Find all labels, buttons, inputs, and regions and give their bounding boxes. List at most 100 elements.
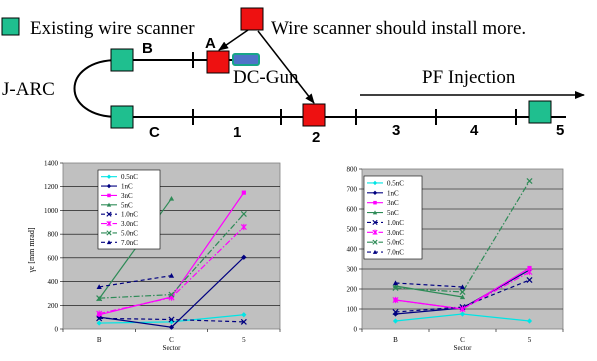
- data-point: [392, 318, 399, 324]
- label-sector-5: 5: [556, 122, 564, 139]
- y-tick-label: 0: [55, 326, 59, 334]
- data-point: [241, 254, 247, 260]
- chart-legend: [363, 175, 423, 260]
- x-tick-label: B: [97, 336, 102, 344]
- x-tick-label: 5: [528, 336, 532, 344]
- data-point: [372, 219, 378, 226]
- data-point: [168, 316, 175, 323]
- legend-entry-label: 0.5nC: [121, 173, 138, 181]
- existing-scanner-c: [110, 105, 134, 129]
- install-scanner-legend-label: Wire scanner should install more.: [271, 18, 526, 39]
- label-c: C: [149, 124, 160, 141]
- data-point: [372, 210, 378, 215]
- beamline-diagram: B A C J-ARC DC-Gun PF Injection 1 2 3 4 …: [2, 29, 585, 146]
- data-point: [240, 223, 247, 231]
- data-point: [526, 268, 533, 276]
- data-point: [392, 284, 399, 292]
- legend-entry-label: 5nC: [121, 201, 133, 209]
- label-a: A: [205, 35, 216, 52]
- pointer-arrow-to-2: [257, 30, 315, 104]
- data-point: [526, 177, 533, 185]
- data-point: [459, 294, 466, 300]
- label-b: B: [142, 40, 153, 57]
- top-legend: Existing wire scanner Wire scanner shoul…: [1, 7, 526, 39]
- legend-entry-label: 5.0nC: [121, 229, 138, 237]
- series-line: [99, 275, 172, 288]
- y-tick-label: 800: [347, 166, 358, 174]
- y-axis-label: γε [mm mrad]: [27, 227, 36, 273]
- data-point: [526, 276, 533, 284]
- data-point: [106, 174, 112, 179]
- data-point: [526, 318, 533, 324]
- data-point: [241, 190, 246, 195]
- x-tick-label: B: [393, 336, 398, 344]
- x-tick-label: 5: [242, 336, 246, 344]
- label-sector-4: 4: [470, 122, 479, 139]
- legend-entry-label: 5.0nC: [387, 239, 404, 247]
- series-line: [395, 271, 530, 310]
- label-dc-gun: DC-Gun: [233, 67, 299, 88]
- legend-entry-label: 1.0nC: [387, 219, 404, 227]
- data-point: [459, 288, 466, 296]
- data-point: [168, 319, 175, 325]
- data-point: [106, 211, 112, 217]
- series-line: [395, 279, 530, 313]
- label-j-arc: J-ARC: [2, 79, 55, 100]
- data-point: [106, 202, 112, 207]
- legend-entry-label: 1nC: [121, 183, 133, 191]
- j-arc-curve: [73, 59, 119, 118]
- data-point: [96, 295, 103, 302]
- data-point: [168, 273, 175, 278]
- data-point: [241, 312, 247, 318]
- legend-entry-label: 5nC: [387, 209, 399, 217]
- y-tick-label: 400: [347, 246, 358, 254]
- y-tick-label: 500: [347, 226, 358, 234]
- dc-gun-icon: [232, 53, 260, 66]
- series-line: [395, 285, 463, 298]
- data-point: [459, 311, 466, 317]
- legend-entry-label: 1nC: [387, 189, 399, 197]
- x-axis-label: Sector: [454, 344, 473, 352]
- y-tick-label: 800: [48, 231, 59, 239]
- data-point: [527, 265, 532, 271]
- plot-area: [62, 162, 281, 330]
- proposed-scanner-2: [302, 103, 326, 127]
- legend-entry-label: 3.0nC: [387, 229, 404, 237]
- data-point: [106, 240, 112, 245]
- data-point: [372, 249, 378, 254]
- data-point: [240, 318, 247, 325]
- x-tick-label: C: [460, 336, 465, 344]
- y-tick-label: 600: [48, 254, 59, 262]
- y-tick-label: 700: [347, 186, 358, 194]
- y-tick-label: 0: [354, 326, 358, 334]
- install-scanner-legend-swatch: [240, 7, 264, 31]
- x-axis-label: Sector: [163, 344, 182, 352]
- y-tick-label: 600: [347, 206, 358, 214]
- data-point: [96, 284, 102, 289]
- chart-legend: [97, 169, 161, 250]
- y-tick-label: 300: [347, 266, 358, 274]
- legend-entry-label: 1.0nC: [121, 211, 138, 219]
- y-tick-label: 200: [347, 286, 358, 294]
- legend-entry-label: 0.5nC: [387, 179, 404, 187]
- data-point: [373, 200, 377, 205]
- existing-scanner-5: [528, 100, 552, 124]
- label-sector-3: 3: [392, 122, 400, 139]
- label-sector-2: 2: [312, 129, 320, 146]
- legend-entry-label: 7.0nC: [121, 239, 138, 247]
- data-point: [168, 291, 175, 298]
- data-point: [106, 220, 112, 227]
- data-point: [168, 324, 175, 330]
- data-point: [372, 190, 378, 196]
- data-point: [106, 183, 112, 189]
- data-point: [392, 280, 399, 286]
- y-tick-label: 1400: [44, 160, 59, 168]
- y-tick-label: 200: [48, 302, 59, 310]
- legend-entry-label: 7.0nC: [387, 249, 404, 257]
- data-point: [392, 308, 399, 316]
- data-point: [168, 195, 175, 201]
- legend-entry-label: 3.0nC: [121, 220, 138, 228]
- y-tick-label: 100: [347, 306, 358, 314]
- data-point: [96, 310, 103, 317]
